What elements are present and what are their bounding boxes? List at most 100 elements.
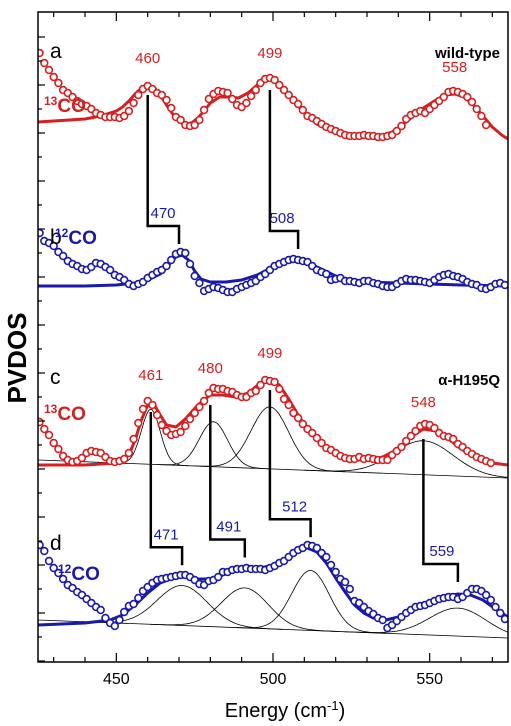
data-point-a-50 [270, 75, 279, 85]
peak-label-d-2: 491 [216, 519, 241, 536]
axes-layer: 450 500 550 [38, 12, 493, 688]
data-point-d-20 [129, 599, 138, 609]
data-point-b-32 [185, 259, 195, 269]
data-point-c-33 [190, 408, 199, 418]
data-point-c-96 [486, 458, 495, 468]
panel-letter-b: b [50, 226, 62, 249]
isotope-label-c: 13CO [44, 402, 86, 425]
peak-link-4 [209, 405, 247, 558]
component-curve-d-3 [235, 569, 386, 634]
peak-label-d-3: 512 [282, 498, 307, 515]
data-point-a-53 [284, 90, 293, 100]
data-point-c-36 [204, 388, 214, 398]
data-point-b-34 [195, 278, 204, 288]
component-curve-d-2 [150, 587, 339, 632]
data-point-a-95 [481, 120, 491, 130]
data-point-d-61 [322, 552, 331, 562]
data-point-c-22 [138, 404, 148, 414]
peak-link-6 [422, 439, 460, 582]
isotope-label-a: 13CO [44, 94, 86, 117]
data-point-a-33 [190, 120, 199, 130]
data-point-c-32 [185, 414, 195, 424]
data-point-b-99 [500, 280, 508, 290]
data-point-c-74 [383, 455, 392, 465]
data-point-a-51 [275, 80, 284, 90]
peak-label-d-1: 471 [154, 526, 179, 543]
isotope-name-a: CO [57, 96, 86, 117]
data-point-c-9 [77, 453, 87, 463]
data-point-a-56 [298, 105, 307, 115]
data-points-layer [38, 48, 508, 633]
data-point-c-18 [119, 454, 129, 464]
data-point-d-62 [326, 560, 336, 570]
data-point-c-84 [430, 423, 439, 433]
isotope-name-b: CO [68, 228, 97, 249]
data-point-b-5 [58, 251, 68, 261]
data-point-c-25 [152, 410, 162, 420]
sample-label-c: α-H195Q [438, 372, 500, 389]
data-point-a-0 [38, 48, 44, 58]
data-point-d-14 [101, 613, 110, 623]
data-point-d-96 [486, 595, 495, 605]
data-point-c-78 [402, 436, 411, 446]
panel-letter-c: c [50, 366, 61, 389]
peak-link-5 [268, 390, 312, 538]
x-tick-label-450: 450 [103, 671, 130, 688]
data-point-d-65 [340, 577, 350, 587]
data-point-d-95 [481, 590, 491, 600]
data-point-a-2 [44, 65, 54, 75]
data-point-d-63 [331, 567, 340, 577]
data-point-b-27 [162, 261, 171, 271]
data-point-a-30 [176, 115, 185, 125]
peak-label-a-2: 499 [257, 45, 282, 62]
x-axis-label: Energy (cm-1) [225, 698, 345, 723]
data-point-d-98 [496, 608, 505, 618]
data-point-c-1 [40, 424, 49, 434]
data-point-a-18 [119, 111, 129, 121]
data-point-b-3 [49, 241, 58, 251]
data-point-d-97 [491, 602, 500, 612]
data-point-c-26 [157, 420, 167, 430]
data-point-d-4 [54, 568, 63, 578]
data-point-c-60 [317, 438, 326, 448]
data-point-d-16 [110, 621, 120, 631]
data-point-a-86 [439, 92, 448, 102]
data-point-a-19 [124, 106, 134, 116]
data-point-c-56 [298, 419, 307, 429]
data-point-a-93 [472, 104, 481, 114]
data-point-d-21 [134, 593, 143, 603]
data-point-b-0 [38, 228, 44, 238]
data-point-a-40 [223, 88, 232, 98]
data-point-d-1 [40, 546, 49, 556]
data-point-a-4 [54, 78, 63, 88]
data-point-c-34 [195, 402, 204, 412]
data-point-d-0 [38, 540, 44, 550]
data-point-d-73 [378, 615, 387, 625]
data-point-b-31 [181, 248, 190, 258]
x-axis-label-close: ) [339, 700, 346, 722]
x-axis-label-main: Energy (cm [225, 700, 327, 722]
x-tick-label-550: 550 [416, 671, 443, 688]
data-point-c-3 [49, 438, 58, 448]
data-point-a-20 [129, 98, 138, 108]
peak-label-a-3: 558 [442, 59, 467, 76]
data-point-a-28 [167, 103, 176, 113]
data-point-d-3 [49, 563, 58, 573]
data-point-d-13 [96, 605, 105, 615]
data-point-a-45 [246, 91, 256, 101]
data-point-c-46 [251, 386, 261, 396]
data-point-c-55 [293, 413, 303, 423]
data-point-a-91 [463, 92, 472, 102]
peak-label-c-3: 499 [257, 345, 282, 362]
data-point-a-44 [242, 98, 251, 108]
peak-links-layer [146, 90, 460, 582]
data-point-d-99 [500, 614, 508, 624]
y-axis-label: PVDOS [2, 312, 32, 403]
peak-label-b-2: 508 [270, 210, 295, 227]
data-point-c-30 [176, 427, 185, 437]
sample-label-a: wild-type [434, 45, 500, 62]
fit-curve-a [38, 78, 508, 141]
peak-link-1 [146, 95, 181, 244]
data-point-c-19 [124, 448, 134, 458]
